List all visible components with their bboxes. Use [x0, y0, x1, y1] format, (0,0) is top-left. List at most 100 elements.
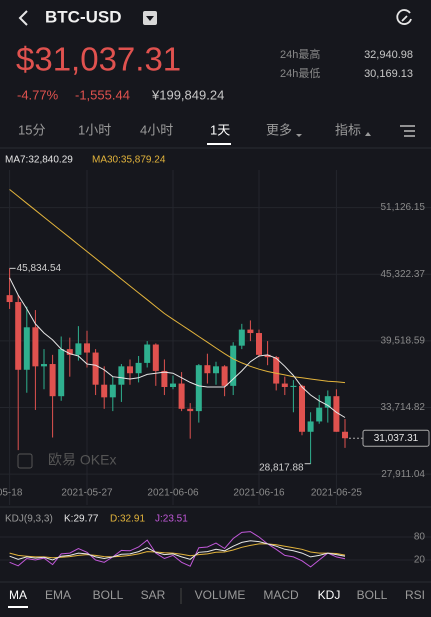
candle-body	[75, 343, 82, 355]
period-tab[interactable]: 15分	[18, 122, 45, 137]
candle-body	[49, 364, 56, 397]
watermark: 欧易 OKEx	[48, 452, 116, 468]
y-tick-label: 33,714.82	[381, 402, 426, 413]
candle-body	[92, 352, 99, 385]
candle-body	[247, 329, 254, 334]
period-tab[interactable]: 4小时	[140, 122, 173, 137]
candle-body	[127, 366, 133, 374]
indicator-tab[interactable]: MA	[9, 588, 27, 602]
candle-body	[342, 431, 348, 439]
candle-body	[66, 349, 73, 355]
candle-body	[230, 345, 237, 386]
candle-body	[170, 383, 176, 387]
change-pct: -4.77%	[17, 87, 59, 102]
candle-body	[15, 302, 22, 370]
candle-body	[109, 384, 116, 398]
more-arrow	[296, 134, 302, 137]
refresh-icon[interactable]	[396, 9, 412, 25]
tab-underline	[8, 606, 28, 608]
period-tabs: 15分 1小时 4小时 1天 更多 指标	[18, 122, 361, 145]
candle-body	[281, 383, 288, 387]
candle-body	[195, 365, 202, 412]
period-tab[interactable]: 1天	[210, 122, 230, 137]
candle-body	[316, 407, 323, 422]
symbol[interactable]: BTC-USD	[45, 7, 122, 26]
kdj-legend: K:29.77	[64, 514, 99, 525]
candle-body	[290, 385, 297, 387]
candle-body	[144, 344, 151, 363]
x-tick-label: 05-18	[0, 488, 23, 499]
x-tick-label: 2021-06-06	[147, 488, 199, 499]
indicator-tab[interactable]: EMA	[45, 588, 71, 602]
candle-body	[152, 344, 159, 371]
candle-body	[213, 366, 219, 374]
kdj-legend: KDJ(9,3,3)	[5, 514, 53, 525]
settings-icon[interactable]	[400, 125, 415, 137]
x-tick-label: 2021-06-16	[233, 488, 285, 499]
candle-body	[238, 329, 245, 346]
candle-body	[41, 364, 47, 367]
candle-body	[204, 365, 211, 374]
candle-body	[324, 396, 331, 408]
candle-body	[221, 366, 228, 386]
change: -1,555.44	[75, 87, 130, 102]
tab-underline	[207, 143, 231, 145]
candle-body	[101, 384, 108, 398]
cny-price: ¥199,849.24	[151, 87, 224, 102]
last-price: $31,037.31	[16, 41, 181, 78]
indicator-tab[interactable]: MACD	[263, 588, 299, 602]
indicator-tab[interactable]: RSI	[405, 588, 425, 602]
back-button[interactable]	[18, 10, 28, 26]
indicator-tabs: MA EMA BOLL SAR VOLUME MACD KDJ BOLL RSI	[8, 588, 425, 608]
candle-body	[6, 295, 13, 303]
period-tab[interactable]: 指标	[335, 122, 361, 137]
candle-body	[84, 343, 90, 353]
indicator-line	[9, 189, 346, 384]
candle-body	[32, 327, 39, 367]
stat-value: 32,940.98	[364, 49, 413, 61]
indicator-arrow	[365, 132, 371, 136]
ma30-legend: MA30:35,879.24	[92, 155, 166, 166]
y-tick-label: 51,126.15	[381, 202, 426, 213]
candle-body	[23, 327, 30, 370]
period-tab[interactable]: 1小时	[78, 122, 111, 137]
candle-body	[256, 333, 262, 355]
candle-body	[187, 408, 194, 412]
indicator-line	[9, 543, 346, 559]
y-tick-label: 39,518.59	[381, 336, 426, 347]
indicator-tab[interactable]: KDJ	[318, 588, 341, 602]
indicator-line	[9, 277, 346, 418]
candle-body	[178, 383, 185, 409]
period-tab[interactable]: 更多	[266, 122, 292, 137]
indicator-tab[interactable]: SAR	[141, 588, 166, 602]
indicator-line	[9, 540, 346, 561]
x-tick-label: 2021-06-25	[311, 488, 363, 499]
y-tick-label: 27,911.04	[381, 469, 425, 480]
kdj-panel: KDJ(9,3,3) K:29.77 D:32.91 J:23.51 80 20	[0, 514, 431, 568]
candle-body	[273, 357, 280, 384]
kdj-legend: J:23.51	[155, 514, 188, 525]
y-tick-label: 45,322.37	[381, 269, 426, 280]
candle-body	[299, 385, 305, 432]
y-tick-label: 80	[414, 532, 426, 543]
indicator-tab[interactable]: BOLL	[93, 588, 124, 602]
candle-body	[135, 362, 142, 374]
indicator-line	[9, 531, 346, 568]
candle-body	[118, 366, 125, 385]
candle-body	[307, 421, 314, 432]
candle-body	[161, 370, 168, 387]
dropdown-arrow	[146, 16, 154, 21]
kdj-legend: D:32.91	[110, 514, 145, 525]
indicator-tab[interactable]: BOLL	[357, 588, 388, 602]
indicator-tab[interactable]: VOLUME	[195, 588, 246, 602]
last-price-label: 31,037.31	[374, 433, 419, 444]
stat-label: 24h最低	[280, 67, 320, 80]
x-tick-label: 2021-05-27	[61, 488, 113, 499]
high-annotation: 45,834.54	[17, 263, 62, 274]
kline-chart: 51,126.15 45,322.37 39,518.59 33,714.82 27,9…	[0, 170, 431, 505]
candle-body	[264, 354, 271, 358]
low-annotation: 28,817.88	[259, 462, 304, 473]
